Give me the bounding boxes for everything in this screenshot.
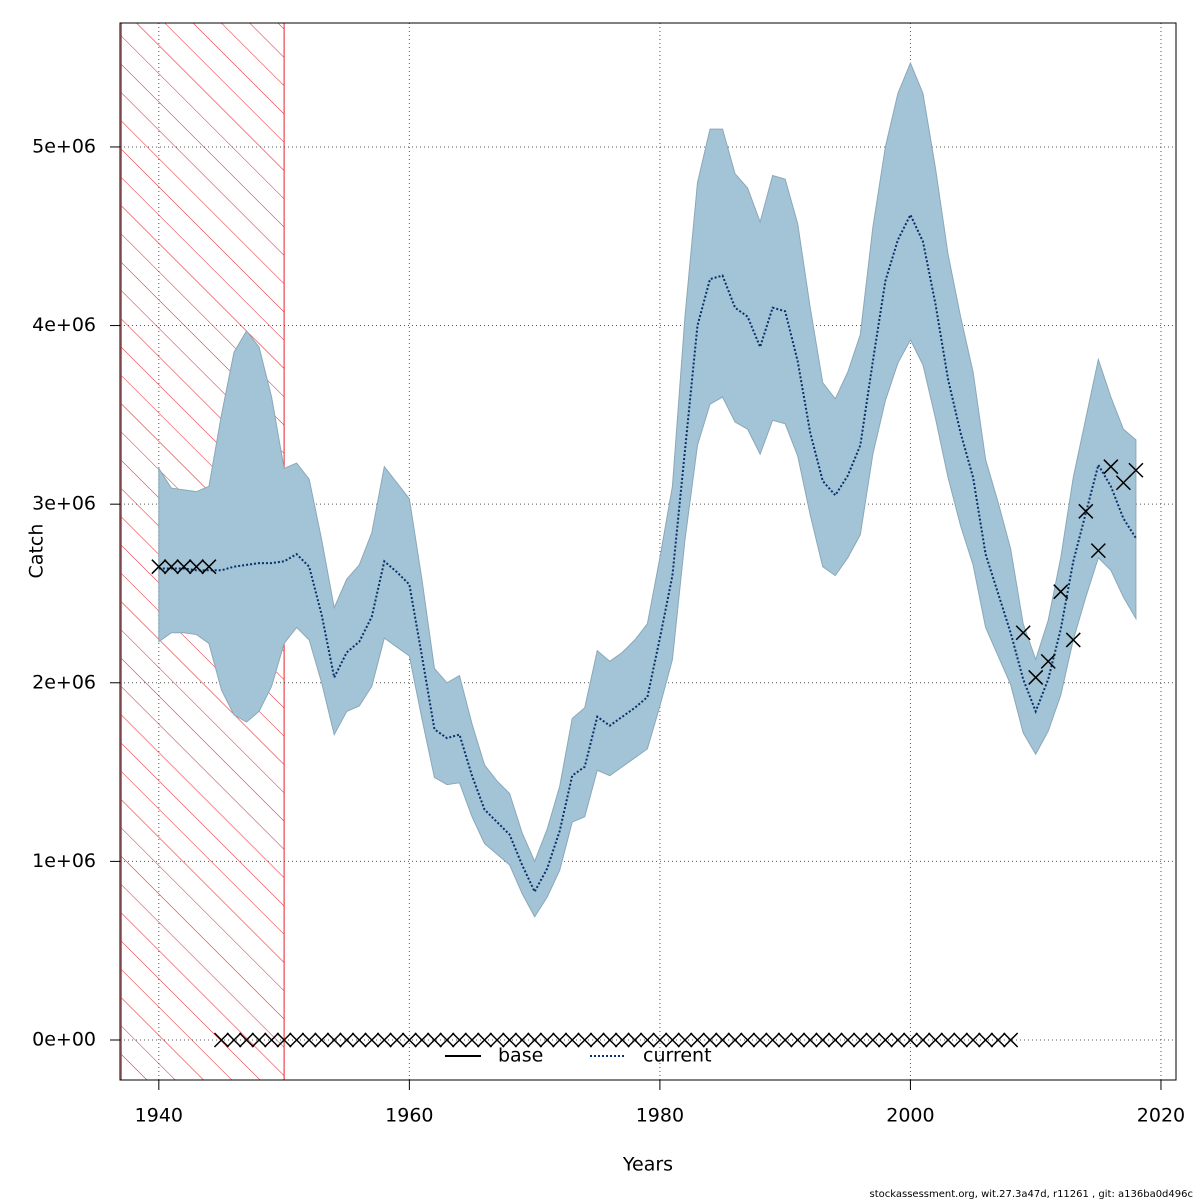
observation (451, 1032, 468, 1048)
observation (1103, 459, 1119, 475)
observation (815, 1032, 831, 1048)
y-tick-label: 5e+06 (32, 135, 96, 157)
confidence-band (158, 61, 1137, 918)
observation (777, 1032, 793, 1048)
observation (802, 1032, 818, 1048)
observation (376, 1032, 392, 1048)
observation (527, 1032, 543, 1048)
footer: stockassessment.org, wit.27.3a47d, r1126… (870, 1189, 1194, 1200)
observation (1078, 503, 1094, 519)
observation (201, 559, 217, 575)
observation (677, 1032, 693, 1048)
observation (953, 1032, 969, 1048)
observation (827, 1032, 843, 1048)
x-tick-label: 1940 (135, 1105, 183, 1127)
observation (1015, 625, 1031, 641)
observation (176, 559, 192, 575)
observation (476, 1032, 493, 1048)
observation (502, 1032, 518, 1048)
observation (226, 1032, 242, 1048)
observation (577, 1032, 593, 1048)
y-tick-label: 1e+06 (32, 850, 96, 872)
observation (940, 1032, 956, 1048)
observation (364, 1032, 380, 1048)
observation (401, 1032, 417, 1048)
observation (213, 1032, 229, 1048)
observation (990, 1032, 1006, 1048)
x-tick-label: 1960 (385, 1105, 433, 1127)
observation (238, 1032, 255, 1048)
observation (188, 559, 204, 575)
observation (514, 1032, 530, 1048)
observation (1028, 669, 1044, 685)
observation (163, 559, 179, 575)
observation (740, 1032, 756, 1048)
observation (915, 1032, 931, 1048)
observation (602, 1032, 618, 1048)
observation (727, 1032, 743, 1048)
observation (965, 1032, 981, 1048)
observation (264, 1032, 280, 1048)
observation (589, 1032, 605, 1048)
observation (902, 1032, 918, 1048)
observation (865, 1032, 881, 1048)
observation (414, 1032, 430, 1048)
observation (765, 1032, 781, 1048)
observation (1115, 475, 1131, 491)
observation (664, 1032, 680, 1048)
observation (639, 1032, 655, 1048)
observation (840, 1032, 856, 1048)
x-axis-label: Years (622, 1154, 673, 1176)
observation (1090, 543, 1106, 559)
observation (702, 1032, 718, 1048)
observation (251, 1032, 267, 1048)
observation (314, 1032, 330, 1048)
observation (790, 1032, 806, 1048)
observation (339, 1032, 355, 1048)
observation (927, 1032, 944, 1048)
observation (426, 1032, 442, 1048)
observation (689, 1032, 706, 1048)
observation (1040, 653, 1056, 669)
legend-label: base (498, 1045, 543, 1067)
y-axis-label: Catch (26, 524, 48, 579)
observation (564, 1032, 580, 1048)
observation (464, 1032, 480, 1048)
observation (351, 1032, 367, 1048)
observation (978, 1032, 994, 1048)
y-tick-label: 3e+06 (32, 493, 96, 515)
observation (852, 1032, 868, 1048)
observation (877, 1032, 893, 1048)
observation (489, 1032, 505, 1048)
y-tick-label: 4e+06 (32, 314, 96, 336)
observation (276, 1032, 292, 1048)
observation (614, 1032, 630, 1048)
observation (151, 559, 167, 575)
observation (389, 1032, 405, 1048)
current-line (158, 212, 1137, 894)
observation (1053, 584, 1069, 600)
x-tick-label: 2000 (886, 1105, 934, 1127)
observation (301, 1032, 317, 1048)
observation (1128, 462, 1144, 478)
observation (715, 1032, 731, 1048)
observation (652, 1032, 668, 1048)
y-tick-label: 2e+06 (32, 671, 96, 693)
observation (890, 1032, 906, 1048)
observation (289, 1032, 305, 1048)
observation (326, 1032, 342, 1048)
observation (1065, 632, 1081, 648)
observation (1003, 1032, 1019, 1048)
observation (552, 1032, 568, 1048)
x-tick-label: 2020 (1137, 1105, 1185, 1127)
observation (752, 1032, 768, 1048)
plot-frame (119, 22, 1177, 1081)
legend-label: current (643, 1045, 712, 1067)
x-tick-label: 1980 (636, 1105, 684, 1127)
y-tick-label: 0e+00 (32, 1028, 96, 1050)
observation (539, 1032, 555, 1048)
observation (627, 1032, 643, 1048)
observation (439, 1032, 455, 1048)
